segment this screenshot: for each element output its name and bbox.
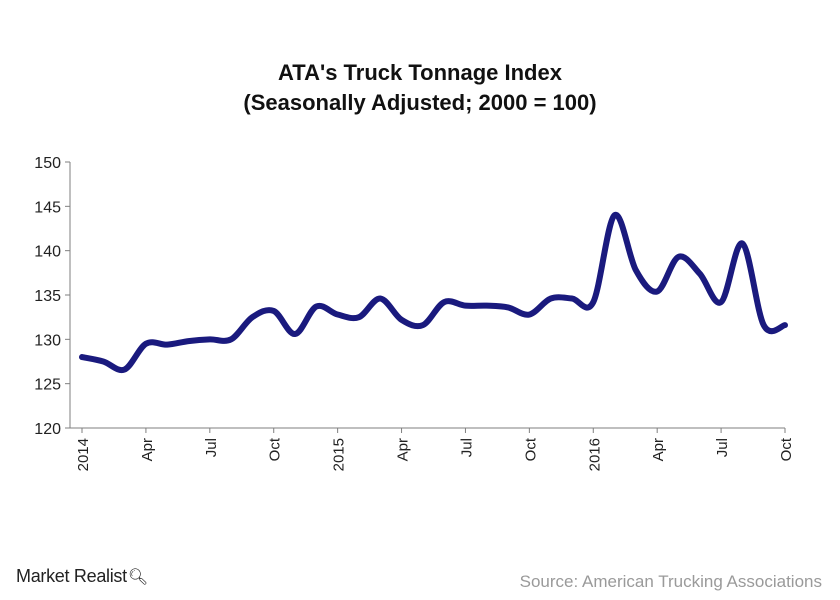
chart-series — [79, 212, 788, 374]
x-tick-label: Oct — [522, 437, 539, 461]
x-tick-label: Jul — [714, 438, 731, 457]
y-axis-ticks: 120 125 130 135 140 145 150 — [34, 155, 70, 438]
x-tick-label: Oct — [778, 437, 795, 461]
x-tick-label: 2016 — [586, 438, 603, 471]
y-tick-label: 130 — [34, 332, 61, 349]
y-tick-label: 135 — [34, 288, 61, 305]
x-tick-label: Oct — [267, 437, 284, 461]
x-tick-label: Apr — [395, 438, 412, 461]
y-tick-label: 125 — [34, 377, 61, 394]
chart-title: ATA's Truck Tonnage Index — [278, 60, 562, 85]
x-tick-label: Apr — [139, 438, 156, 461]
source-note: Source: American Trucking Associations — [519, 572, 822, 591]
x-tick-label: 2014 — [75, 438, 92, 471]
x-axis-ticks: 2014 Apr Jul Oct 2015 Apr Jul Oct 2016 Apr Jul Oct — [75, 428, 795, 471]
y-tick-label: 150 — [34, 155, 61, 172]
x-tick-label: Apr — [650, 438, 667, 461]
x-tick-label: Jul — [458, 438, 475, 457]
chart-axes — [69, 162, 785, 429]
brand-name: Market Realist — [16, 566, 127, 586]
series-line — [79, 212, 788, 374]
y-tick-label: 140 — [34, 244, 61, 261]
market-realist-logo: Market Realist🔍︎ — [16, 566, 148, 587]
line-chart: 120 125 130 135 140 145 150 2014 Apr Jul Oct 2015 A… — [34, 155, 795, 471]
x-tick-label: Jul — [203, 438, 220, 457]
chart-subtitle: (Seasonally Adjusted; 2000 = 100) — [243, 90, 597, 115]
y-tick-label: 145 — [34, 199, 61, 216]
x-tick-label: 2015 — [331, 438, 348, 471]
y-tick-label: 120 — [34, 421, 61, 438]
magnifier-icon: 🔍︎ — [127, 569, 148, 586]
chart-title-block: ATA's Truck Tonnage Index (Seasonally Ad… — [0, 58, 840, 118]
